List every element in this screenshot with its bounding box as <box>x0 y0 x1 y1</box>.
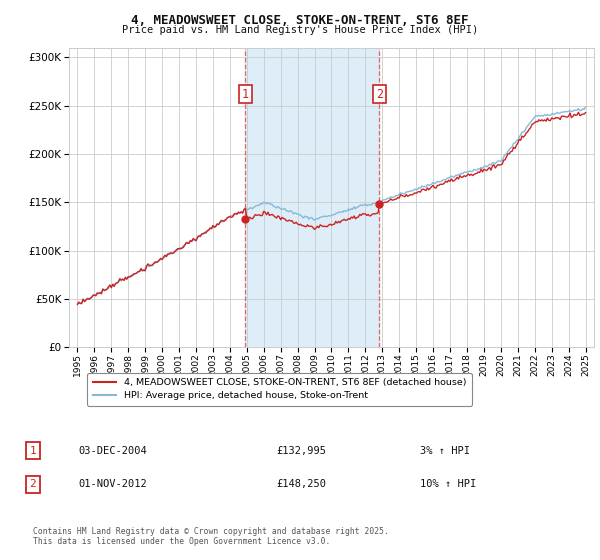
Bar <box>245 48 379 347</box>
Text: 01-NOV-2012: 01-NOV-2012 <box>78 479 147 489</box>
Text: £132,995: £132,995 <box>276 446 326 456</box>
Text: Contains HM Land Registry data © Crown copyright and database right 2025.
This d: Contains HM Land Registry data © Crown c… <box>33 526 389 546</box>
Legend: 4, MEADOWSWEET CLOSE, STOKE-ON-TRENT, ST6 8EF (detached house), HPI: Average pri: 4, MEADOWSWEET CLOSE, STOKE-ON-TRENT, ST… <box>87 372 472 406</box>
Text: 10% ↑ HPI: 10% ↑ HPI <box>420 479 476 489</box>
Text: 3% ↑ HPI: 3% ↑ HPI <box>420 446 470 456</box>
Text: 1: 1 <box>29 446 37 456</box>
Text: 2: 2 <box>29 479 37 489</box>
Text: 03-DEC-2004: 03-DEC-2004 <box>78 446 147 456</box>
Text: 1: 1 <box>242 87 249 101</box>
Text: 4, MEADOWSWEET CLOSE, STOKE-ON-TRENT, ST6 8EF: 4, MEADOWSWEET CLOSE, STOKE-ON-TRENT, ST… <box>131 14 469 27</box>
Text: 2: 2 <box>376 87 383 101</box>
Text: £148,250: £148,250 <box>276 479 326 489</box>
Text: Price paid vs. HM Land Registry's House Price Index (HPI): Price paid vs. HM Land Registry's House … <box>122 25 478 35</box>
